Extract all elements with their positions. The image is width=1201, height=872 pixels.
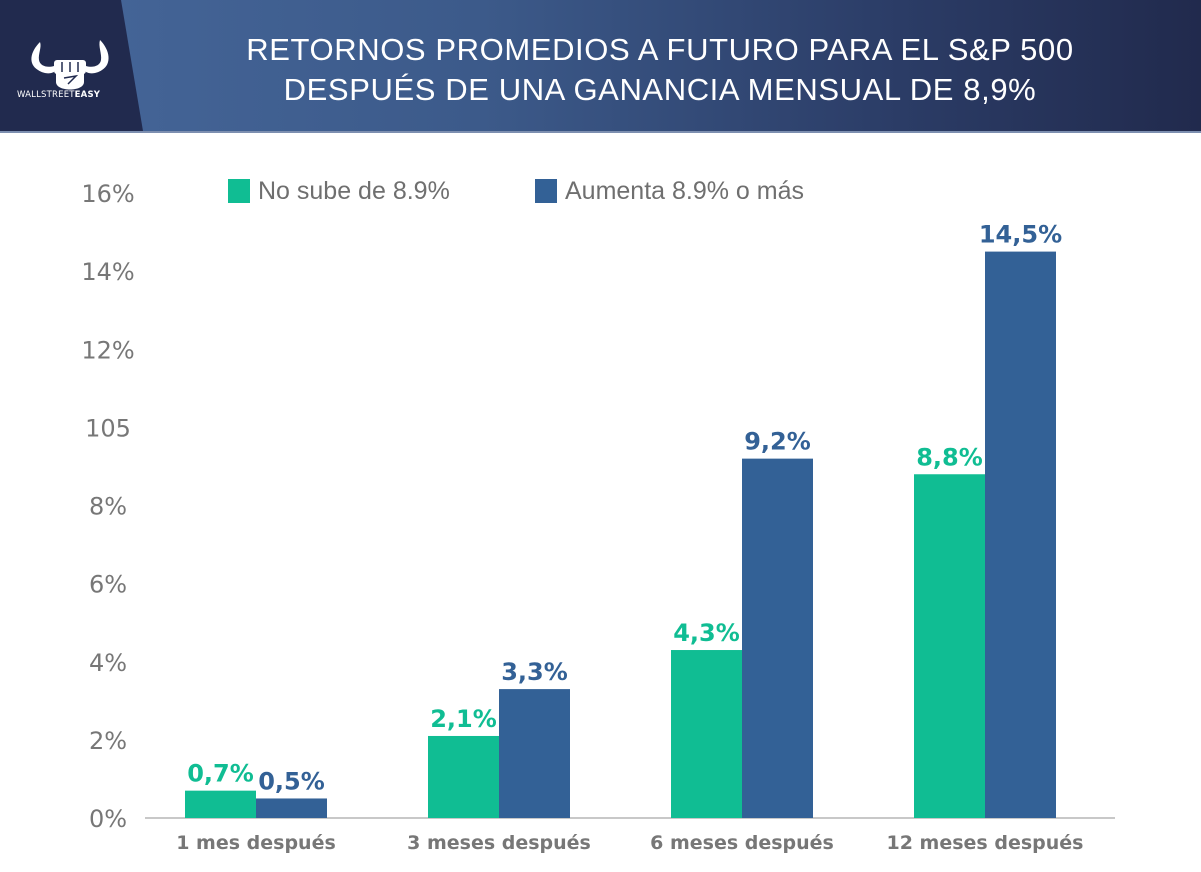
chart-title: RETORNOS PROMEDIOS A FUTURO PARA EL S&P … <box>160 30 1160 110</box>
title-line-2: DESPUÉS DE UNA GANANCIA MENSUAL DE 8,9% <box>283 72 1037 107</box>
y-tick-label: 6% <box>89 571 127 599</box>
data-label: 14,5% <box>979 221 1062 249</box>
x-tick-label: 6 meses después <box>650 832 834 854</box>
bars: 0,7% 0,5% 2,1%3,3% 4,3% 9,2% 8,8% 14,5% <box>185 221 1062 818</box>
header-divider <box>0 131 1201 133</box>
y-tick-label: 14% <box>81 258 134 286</box>
data-label: 2,1% <box>430 705 497 733</box>
legend-item-green: No sube de 8.9% <box>228 176 450 206</box>
legend-swatch-blue <box>535 179 557 203</box>
title-line-1: RETORNOS PROMEDIOS A FUTURO PARA EL S&P … <box>246 32 1074 67</box>
legend-item-blue: Aumenta 8.9% o más <box>535 176 804 206</box>
data-label: 8,8% <box>916 443 983 471</box>
data-label: 0,5% <box>258 767 325 795</box>
x-tick-label: 1 mes después <box>176 832 336 854</box>
y-tick-label: 16% <box>81 180 134 208</box>
bar-blue <box>499 689 570 818</box>
y-tick-label: 8% <box>89 493 127 521</box>
bar-blue <box>985 251 1056 818</box>
y-tick-label: 0% <box>89 805 127 833</box>
y-tick-label: 2% <box>89 727 127 755</box>
bar-green <box>671 650 742 818</box>
data-label: 3,3% <box>501 658 568 686</box>
bar-green <box>185 790 256 818</box>
y-tick-label: 12% <box>81 336 134 364</box>
legend-label: No sube de 8.9% <box>258 176 450 205</box>
data-label: 4,3% <box>673 619 740 647</box>
y-tick-label: 105 <box>85 414 131 442</box>
x-tick-label: 12 meses después <box>887 832 1084 854</box>
brand-wordmark: WALLSTREETEASY <box>17 90 101 100</box>
y-tick-label: 4% <box>89 649 127 677</box>
legend-label: Aumenta 8.9% o más <box>565 176 805 205</box>
data-label: 9,2% <box>744 428 811 456</box>
y-axis: 0% 2% 4% 6% 8% 105 12% 14% 16% <box>81 180 134 833</box>
header-banner <box>0 0 1201 131</box>
x-tick-label: 3 meses después <box>407 832 591 854</box>
bar-blue <box>742 458 813 818</box>
legend-swatch-green <box>228 179 250 203</box>
bar-green <box>428 735 499 818</box>
bull-fist-icon <box>31 40 109 90</box>
x-axis-labels: 1 mes después 3 meses después 6 meses desp… <box>176 832 1083 854</box>
bar-blue <box>256 798 327 818</box>
bar-green <box>914 474 985 818</box>
data-label: 0,7% <box>187 760 254 788</box>
